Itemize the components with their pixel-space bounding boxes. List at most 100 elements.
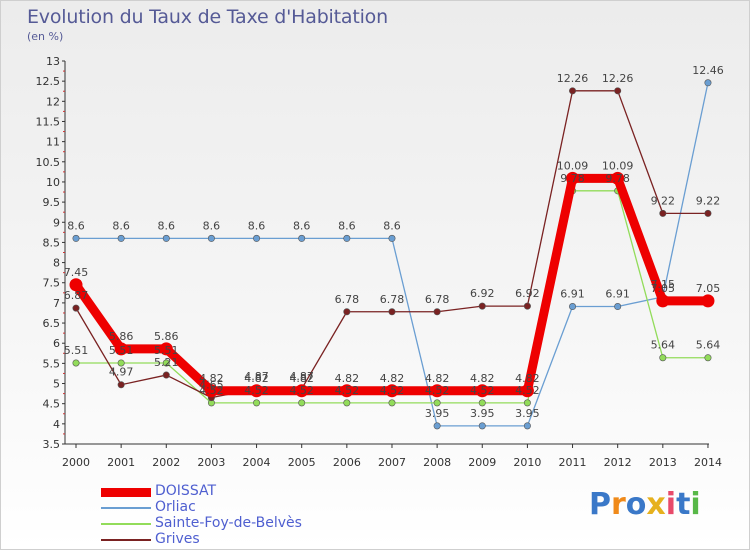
- y-tick-label: 12: [46, 95, 60, 108]
- data-label: 4.52: [199, 384, 224, 397]
- data-point: [253, 399, 261, 407]
- legend-item: Sainte-Foy-de-Belvès: [101, 515, 401, 532]
- data-point: [162, 371, 170, 379]
- data-point: [478, 399, 486, 407]
- data-point: [298, 234, 306, 242]
- data-label: 4.87: [244, 370, 269, 383]
- data-point: [523, 302, 531, 310]
- data-label: 4.82: [289, 372, 314, 385]
- data-label: 12.26: [602, 72, 634, 85]
- data-label: 4.52: [380, 384, 405, 397]
- data-label: 8.6: [248, 219, 266, 232]
- x-tick-label: 2002: [152, 456, 180, 469]
- x-tick-label: 2005: [288, 456, 316, 469]
- data-point: [385, 384, 399, 398]
- data-label: 6.78: [335, 293, 360, 306]
- data-label: 7.45: [64, 266, 89, 279]
- legend-item: Grives: [101, 531, 401, 548]
- data-point: [340, 384, 354, 398]
- y-tick-label: 7.5: [43, 277, 61, 290]
- data-label: 7.05: [651, 282, 676, 295]
- data-point: [566, 171, 580, 185]
- data-label: 5.51: [154, 344, 179, 357]
- y-tick-label: 13: [46, 55, 60, 68]
- data-label: 4.82: [380, 372, 405, 385]
- data-label: 8.6: [203, 219, 221, 232]
- x-tick-label: 2008: [423, 456, 451, 469]
- data-label: 8.6: [293, 219, 311, 232]
- data-point: [520, 384, 534, 398]
- data-label: 4.52: [244, 384, 269, 397]
- y-tick-label: 8.5: [43, 236, 61, 249]
- y-tick-label: 6: [53, 337, 60, 350]
- chart-subtitle: (en %): [27, 30, 64, 43]
- y-tick-label: 9: [53, 216, 60, 229]
- data-point: [253, 234, 261, 242]
- chart-title: Evolution du Taux de Taxe d'Habitation: [27, 6, 388, 28]
- data-point: [478, 302, 486, 310]
- data-label: 6.87: [64, 289, 89, 302]
- data-point: [388, 308, 396, 316]
- legend-item: DOISSAT: [101, 483, 401, 500]
- y-tick-label: 4.5: [43, 398, 61, 411]
- data-label: 6.91: [605, 288, 630, 301]
- y-tick-label: 5.5: [43, 357, 61, 370]
- data-point: [204, 384, 218, 398]
- data-label: 9.22: [651, 194, 676, 207]
- data-point: [69, 278, 83, 292]
- y-tick-label: 11: [46, 136, 60, 149]
- data-label: 9.78: [605, 172, 630, 185]
- logo-letter: t: [676, 487, 691, 522]
- legend-label: Orliac: [155, 499, 196, 515]
- data-point: [614, 87, 622, 95]
- data-point: [295, 384, 309, 398]
- y-tick-label: 7: [53, 297, 60, 310]
- data-point: [388, 234, 396, 242]
- data-point: [162, 234, 170, 242]
- data-label: 5.64: [651, 339, 676, 352]
- data-label: 4.97: [109, 366, 134, 379]
- data-point: [478, 422, 486, 430]
- data-point: [569, 303, 577, 311]
- logo-letter: i: [665, 487, 677, 522]
- x-tick-label: 2013: [649, 456, 677, 469]
- data-label: 6.91: [560, 288, 585, 301]
- data-point: [656, 294, 670, 308]
- data-point: [704, 209, 712, 217]
- y-tick-label: 12.5: [36, 75, 61, 88]
- x-tick-label: 2000: [62, 456, 90, 469]
- data-point: [159, 342, 173, 356]
- legend-swatch: [101, 488, 151, 497]
- data-label: 4.52: [515, 384, 540, 397]
- data-label: 5.51: [64, 344, 89, 357]
- data-point: [343, 399, 351, 407]
- data-label: 4.52: [335, 384, 360, 397]
- data-point: [72, 304, 80, 312]
- data-label: 10.09: [602, 159, 634, 172]
- x-tick-label: 2009: [468, 456, 496, 469]
- logo-letter: r: [611, 487, 626, 522]
- data-point: [701, 294, 715, 308]
- data-label: 4.52: [425, 384, 450, 397]
- data-label: 6.92: [470, 287, 495, 300]
- data-point: [117, 381, 125, 389]
- data-label: 8.6: [158, 219, 176, 232]
- y-tick-label: 4: [53, 418, 60, 431]
- data-point: [614, 303, 622, 311]
- x-tick-label: 2004: [243, 456, 271, 469]
- data-point: [433, 308, 441, 316]
- x-tick-label: 2007: [378, 456, 406, 469]
- data-point: [430, 384, 444, 398]
- data-label: 3.95: [470, 407, 495, 420]
- legend-swatch: [101, 523, 151, 525]
- data-point: [704, 79, 712, 87]
- y-tick-label: 10: [46, 176, 60, 189]
- data-point: [569, 87, 577, 95]
- data-point: [433, 422, 441, 430]
- data-point: [343, 308, 351, 316]
- data-label: 3.95: [425, 407, 450, 420]
- data-point: [388, 399, 396, 407]
- data-label: 4.82: [515, 372, 540, 385]
- data-label: 12.26: [557, 72, 589, 85]
